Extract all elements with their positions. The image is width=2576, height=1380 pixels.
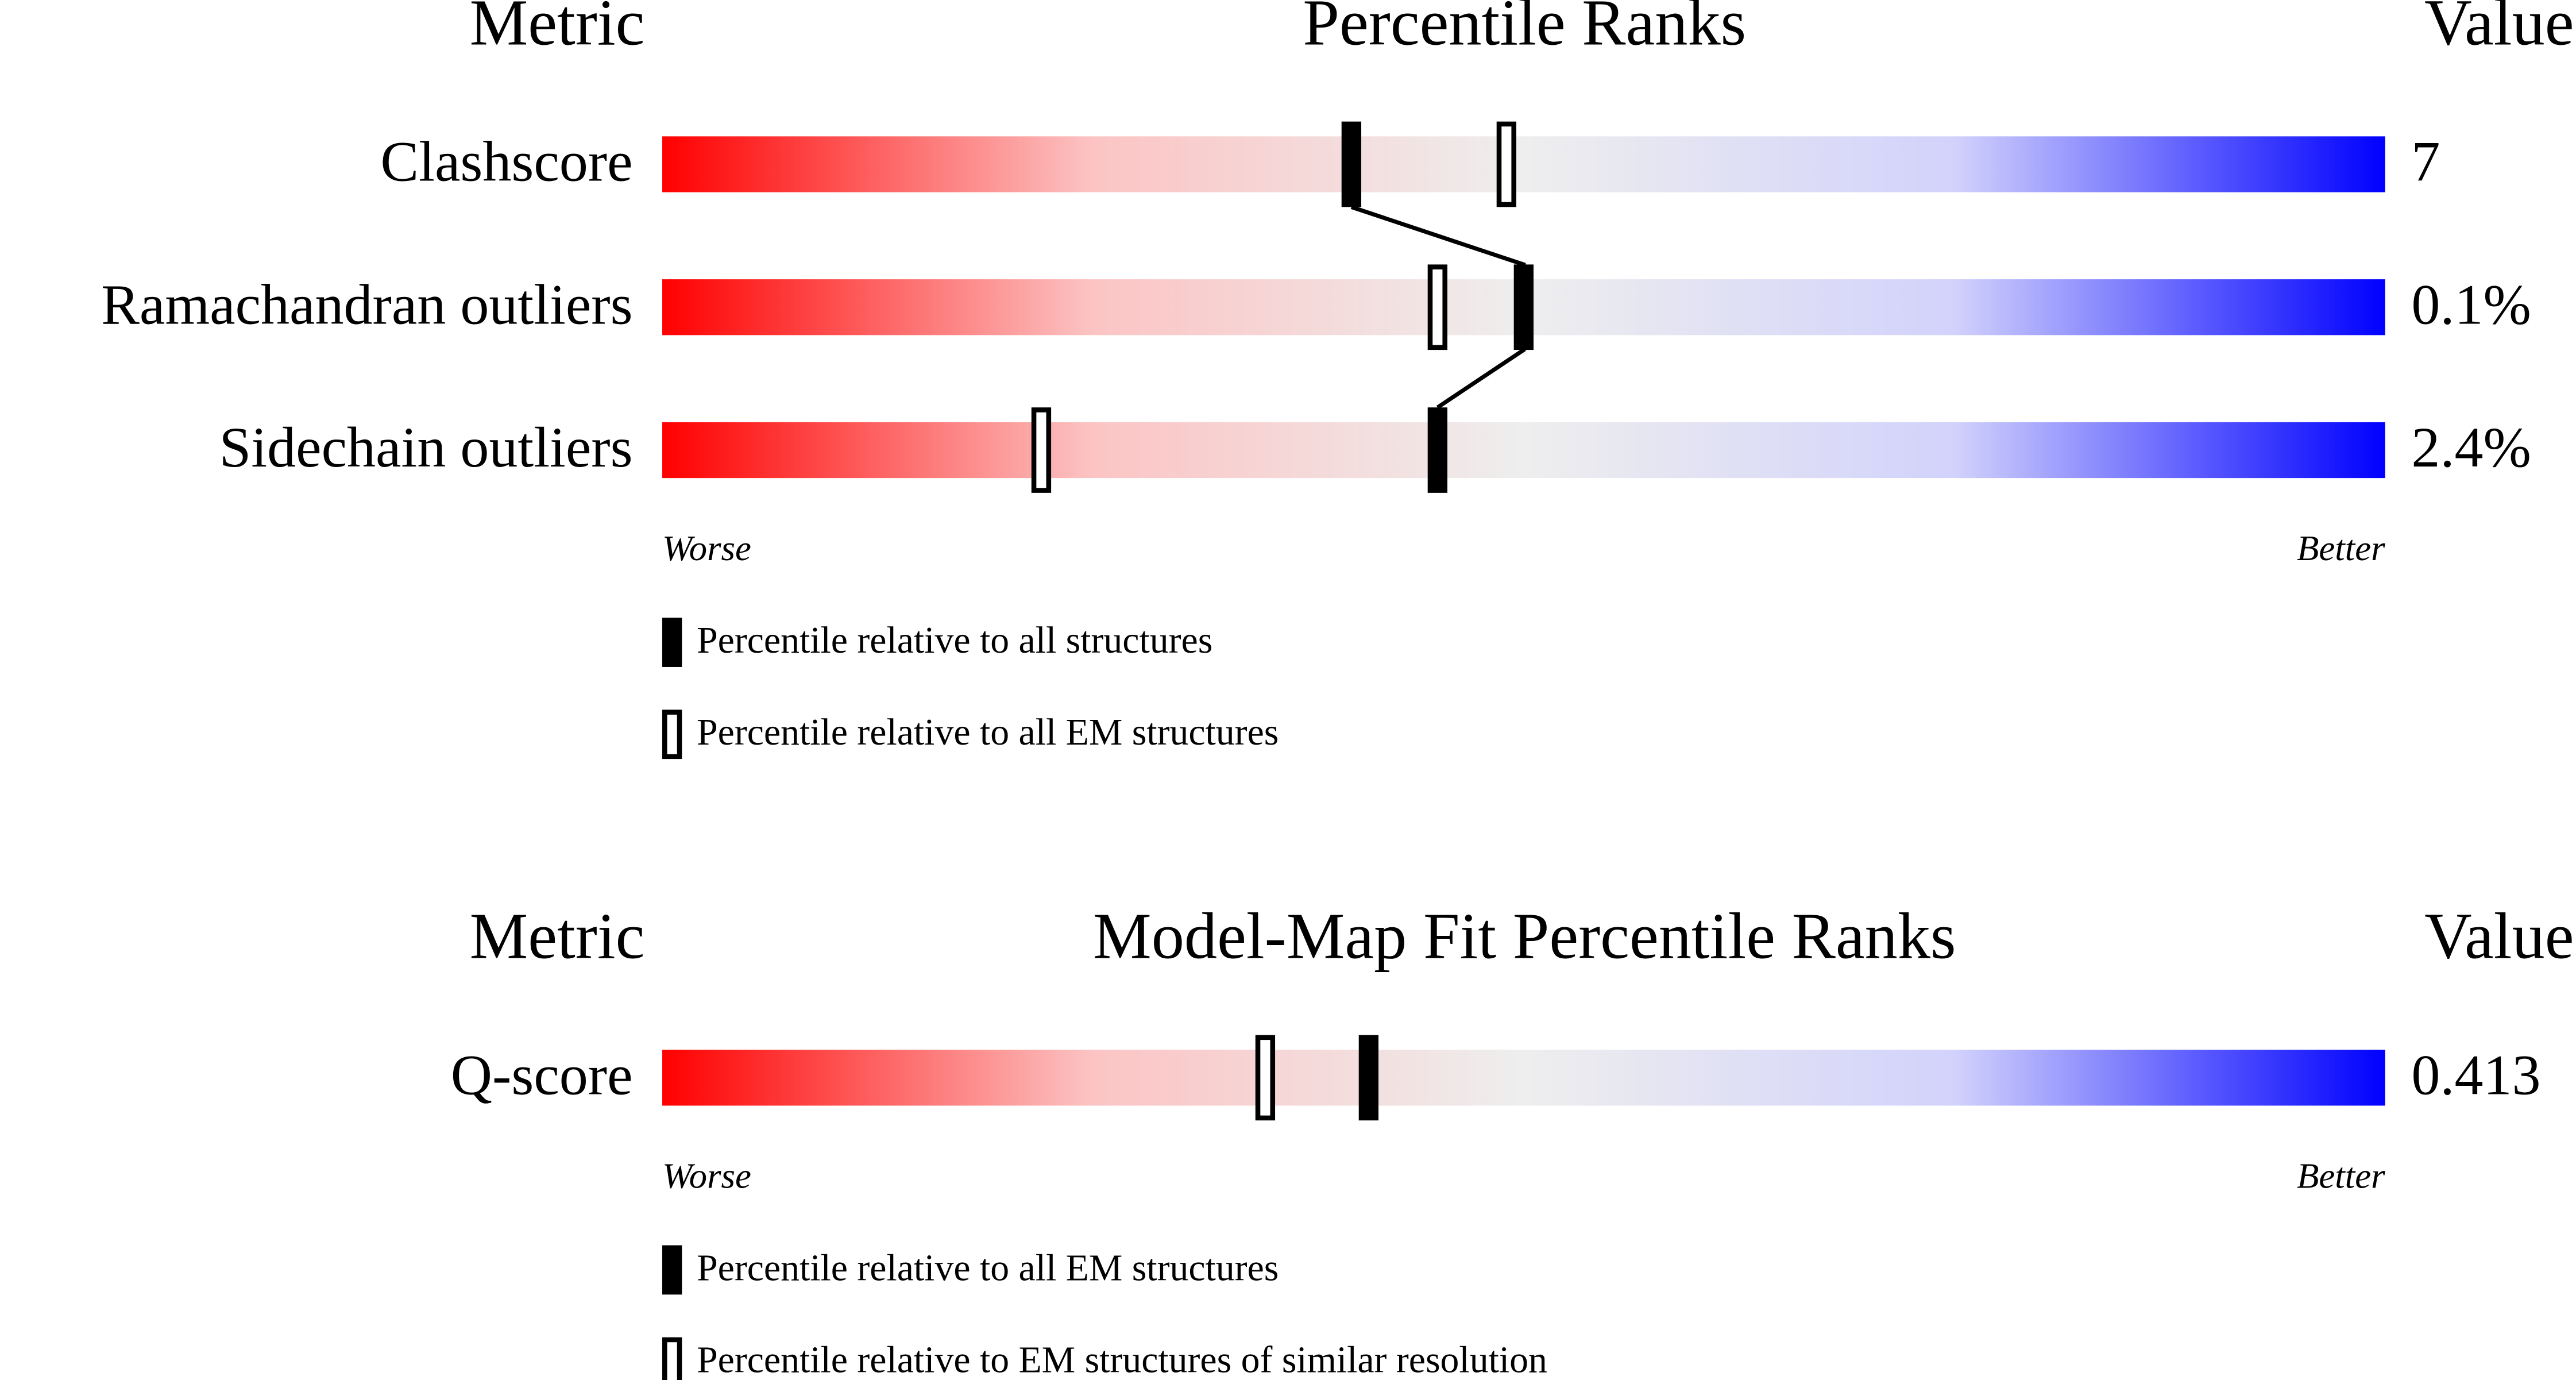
legend-swatch-open — [662, 710, 682, 760]
legend-label: Percentile relative to EM structures of … — [697, 1339, 1547, 1380]
gradient-bar — [662, 1050, 2385, 1106]
percentile-marker-filled — [1427, 407, 1448, 493]
metric-label: Ramachandran outliers — [101, 272, 632, 336]
metric-label: Q-score — [451, 1043, 633, 1107]
metric-label: Sidechain outliers — [219, 415, 633, 479]
percentile-marker-filled — [1341, 121, 1362, 207]
percentile-marker-open — [1427, 264, 1448, 350]
legend-label: Percentile relative to all EM structures — [697, 1247, 1279, 1289]
legend-label: Percentile relative to all EM structures — [697, 711, 1279, 753]
worse-label: Worse — [662, 528, 751, 568]
better-label: Better — [2297, 1156, 2385, 1196]
metric-value: 2.4% — [2411, 415, 2531, 479]
metric-value: 0.413 — [2411, 1043, 2540, 1107]
percentile-marker-open — [1255, 1035, 1276, 1121]
legend-swatch-open — [662, 1337, 682, 1380]
metric-value: 7 — [2411, 130, 2440, 194]
header-metric: Metric — [470, 0, 645, 59]
legend-swatch-filled — [662, 1245, 682, 1295]
metric-value: 0.1% — [2411, 272, 2531, 336]
percentile-marker-open — [1031, 407, 1052, 493]
gradient-bar — [662, 422, 2385, 479]
header-metric: Metric — [470, 900, 645, 973]
header-value: Value — [2424, 0, 2574, 59]
header-value: Value — [2424, 900, 2574, 973]
worse-label: Worse — [662, 1156, 751, 1196]
legend-label: Percentile relative to all structures — [697, 619, 1212, 661]
legend-swatch-filled — [662, 618, 682, 667]
metric-label: Clashscore — [380, 130, 632, 194]
percentile-marker-filled — [1358, 1035, 1379, 1121]
header-title: Model-Map Fit Percentile Ranks — [1093, 900, 1956, 973]
better-label: Better — [2297, 528, 2385, 568]
percentile-marker-filled — [1513, 264, 1534, 350]
gradient-bar — [662, 136, 2385, 192]
header-title: Percentile Ranks — [1303, 0, 1746, 59]
percentile-marker-open — [1496, 121, 1517, 207]
